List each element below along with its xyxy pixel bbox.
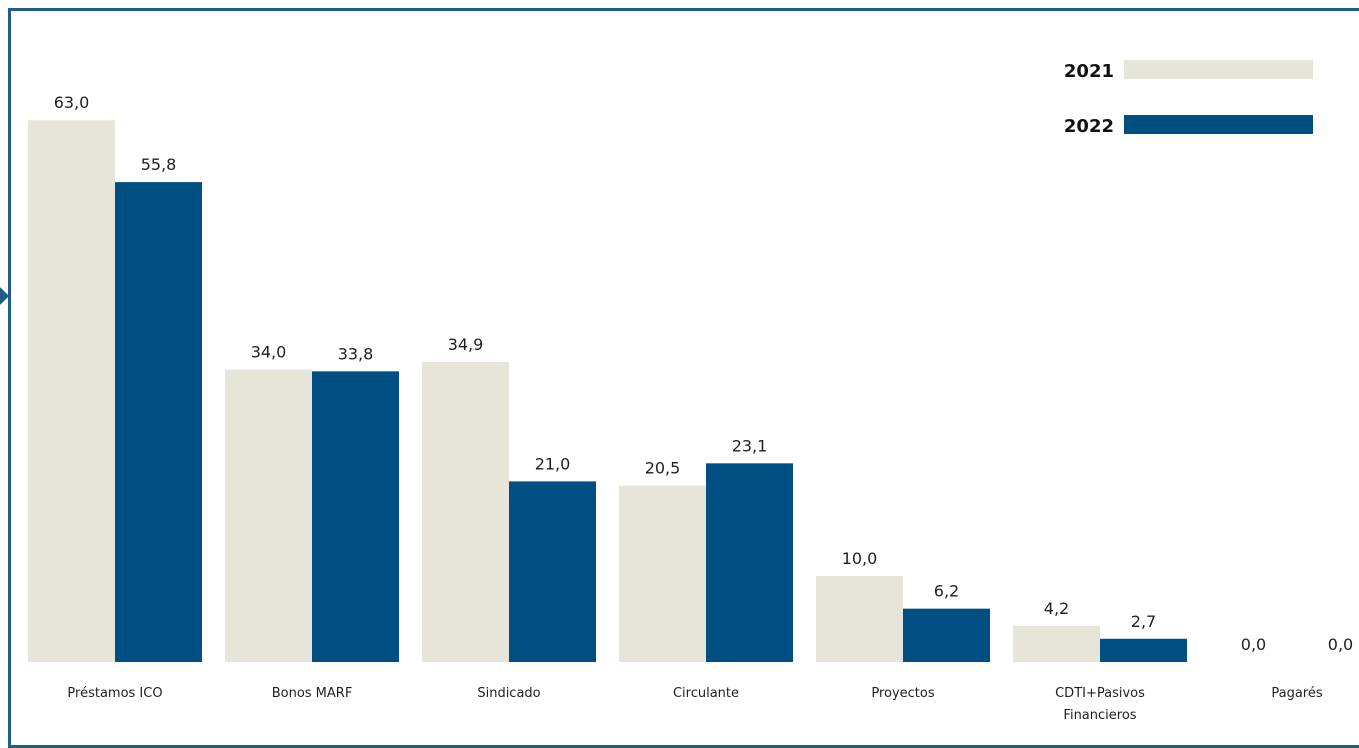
value-label-2022: 23,1	[732, 436, 768, 455]
bar-chart: 63,0 55,8 Préstamos ICO 34,0 33,8 Bonos MARF 3…	[28, 60, 1353, 723]
legend-label-2022: 2022	[1064, 116, 1114, 137]
bar-2022	[509, 481, 596, 662]
bar-2021	[1013, 625, 1100, 662]
legend-swatch-2022	[1124, 115, 1313, 134]
arrow-marker-icon	[0, 287, 9, 305]
category-label: Préstamos ICO	[67, 686, 162, 701]
category-label: CDTI+Pasivos	[1055, 686, 1145, 701]
value-label-2021: 34,9	[448, 335, 484, 354]
value-label-2022: 6,2	[934, 582, 959, 601]
bar-2021	[28, 120, 115, 662]
bar-2021	[225, 369, 312, 662]
value-label-2021: 34,0	[251, 343, 287, 362]
value-label-2021: 0,0	[1241, 635, 1266, 654]
category-label: Pagarés	[1271, 686, 1322, 701]
value-label-2022: 0,0	[1328, 635, 1353, 654]
category-label: Sindicado	[477, 686, 540, 701]
bar-2022	[706, 463, 793, 662]
category-label: Bonos MARF	[272, 686, 353, 701]
value-label-2021: 63,0	[54, 93, 90, 112]
category-label: Circulante	[673, 686, 739, 701]
bar-2022	[115, 182, 202, 662]
category-label: Proyectos	[871, 686, 935, 701]
bar-2022	[903, 608, 990, 662]
bar-2021	[619, 485, 706, 662]
legend-label-2021: 2021	[1064, 61, 1114, 82]
legend-swatch-2021	[1124, 60, 1313, 79]
value-label-2021: 4,2	[1044, 599, 1069, 618]
value-label-2022: 55,8	[141, 155, 177, 174]
bar-2022	[1100, 638, 1187, 662]
category-label: Financieros	[1063, 708, 1136, 723]
value-label-2022: 33,8	[338, 344, 374, 363]
value-label-2021: 10,0	[842, 549, 878, 568]
bar-2022	[312, 371, 399, 662]
bar-2021	[422, 361, 509, 662]
value-label-2022: 2,7	[1131, 612, 1156, 631]
bar-2021	[816, 576, 903, 662]
value-label-2021: 20,5	[645, 459, 681, 478]
value-label-2022: 21,0	[535, 454, 571, 473]
